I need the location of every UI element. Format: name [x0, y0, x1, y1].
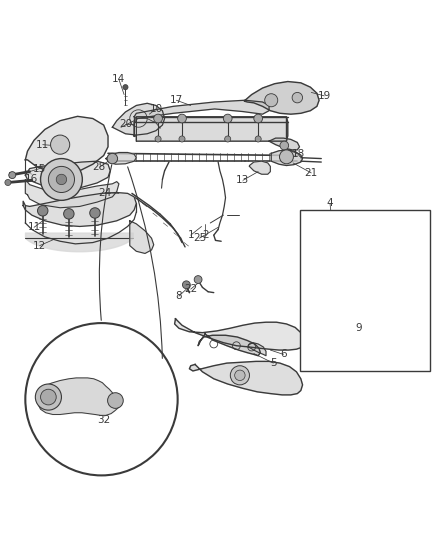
- Circle shape: [5, 180, 11, 185]
- Circle shape: [223, 114, 232, 123]
- Text: 14: 14: [112, 75, 126, 84]
- Circle shape: [255, 136, 261, 142]
- Text: 13: 13: [237, 175, 250, 185]
- Text: 17: 17: [170, 95, 183, 105]
- Circle shape: [108, 393, 123, 408]
- Polygon shape: [130, 221, 154, 254]
- Circle shape: [183, 281, 190, 289]
- Circle shape: [41, 389, 56, 405]
- Polygon shape: [134, 117, 288, 141]
- Text: 11: 11: [36, 140, 49, 150]
- Text: 25: 25: [193, 233, 206, 243]
- Polygon shape: [39, 378, 121, 415]
- Circle shape: [9, 172, 16, 179]
- Circle shape: [292, 92, 303, 103]
- Polygon shape: [269, 138, 300, 150]
- Polygon shape: [175, 319, 305, 350]
- Circle shape: [194, 276, 202, 284]
- Text: 32: 32: [97, 415, 110, 425]
- Circle shape: [123, 85, 128, 90]
- Polygon shape: [271, 150, 303, 166]
- Polygon shape: [104, 386, 127, 413]
- Text: 24: 24: [99, 188, 112, 198]
- Text: 8: 8: [176, 291, 182, 301]
- Polygon shape: [249, 343, 266, 356]
- Circle shape: [230, 366, 250, 385]
- Text: 22: 22: [184, 284, 198, 294]
- Text: 15: 15: [33, 164, 46, 174]
- Text: 10: 10: [149, 104, 162, 114]
- Circle shape: [254, 114, 262, 123]
- Circle shape: [38, 206, 48, 216]
- Polygon shape: [25, 180, 119, 208]
- Circle shape: [265, 94, 278, 107]
- Polygon shape: [250, 161, 270, 174]
- Text: 18: 18: [292, 149, 305, 159]
- Circle shape: [280, 141, 289, 150]
- Circle shape: [179, 136, 185, 142]
- Text: 28: 28: [93, 162, 106, 172]
- Polygon shape: [189, 361, 303, 395]
- Circle shape: [48, 166, 74, 192]
- Polygon shape: [23, 192, 136, 227]
- Circle shape: [107, 154, 117, 164]
- Circle shape: [50, 135, 70, 154]
- Circle shape: [56, 174, 67, 184]
- Bar: [300, 210, 430, 371]
- Circle shape: [64, 208, 74, 219]
- Text: 6: 6: [280, 350, 287, 359]
- Circle shape: [235, 370, 245, 381]
- Circle shape: [41, 158, 82, 200]
- Polygon shape: [244, 82, 319, 114]
- Polygon shape: [134, 100, 269, 118]
- Polygon shape: [25, 161, 110, 188]
- Polygon shape: [113, 103, 165, 135]
- Circle shape: [90, 208, 100, 218]
- Text: 16: 16: [25, 174, 38, 184]
- Circle shape: [155, 136, 161, 142]
- Text: 11: 11: [28, 222, 41, 232]
- Circle shape: [25, 323, 178, 475]
- Polygon shape: [25, 116, 108, 173]
- Circle shape: [154, 114, 162, 123]
- Text: 2: 2: [202, 230, 208, 240]
- Text: 20: 20: [119, 119, 132, 129]
- Text: 12: 12: [33, 240, 46, 251]
- Text: 9: 9: [356, 324, 363, 333]
- Text: 21: 21: [305, 168, 318, 178]
- Text: 4: 4: [327, 198, 333, 208]
- Polygon shape: [106, 152, 136, 164]
- Circle shape: [178, 114, 186, 123]
- Polygon shape: [198, 334, 260, 356]
- Text: 1: 1: [187, 230, 194, 240]
- Circle shape: [35, 384, 61, 410]
- Text: 19: 19: [318, 91, 331, 101]
- Circle shape: [225, 136, 231, 142]
- Circle shape: [279, 150, 293, 164]
- Text: 5: 5: [270, 358, 277, 368]
